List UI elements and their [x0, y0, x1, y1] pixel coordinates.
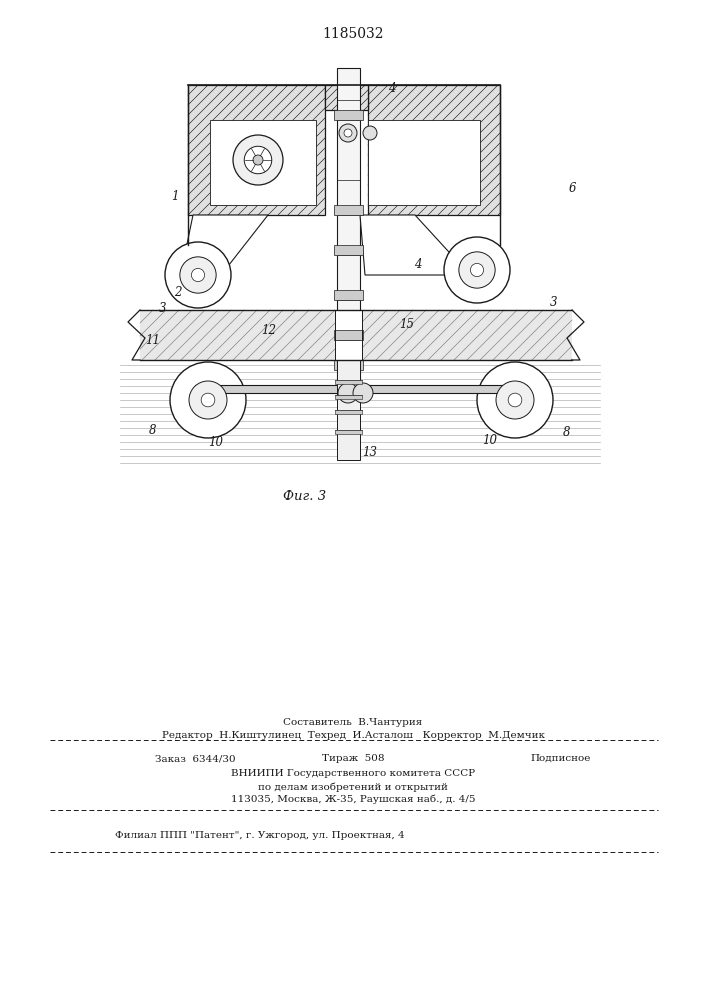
Text: ВНИИПИ Государственного комитета СССР: ВНИИПИ Государственного комитета СССР [231, 769, 475, 778]
Text: 13: 13 [363, 446, 378, 458]
Circle shape [192, 268, 204, 282]
Circle shape [170, 362, 246, 438]
Text: 4: 4 [414, 258, 422, 271]
Circle shape [353, 383, 373, 403]
Bar [337, 68, 360, 400]
Text: 8: 8 [563, 426, 571, 438]
Circle shape [508, 393, 522, 407]
Circle shape [459, 252, 495, 288]
Circle shape [244, 146, 271, 174]
Polygon shape [188, 85, 325, 215]
Circle shape [180, 257, 216, 293]
Bar [368, 120, 480, 205]
Text: Тираж  508: Тираж 508 [322, 754, 384, 763]
Circle shape [338, 383, 358, 403]
Bar [337, 360, 360, 460]
Polygon shape [368, 85, 500, 215]
Circle shape [253, 155, 263, 165]
Bar [334, 110, 363, 120]
Text: 6: 6 [568, 182, 575, 194]
Text: 4: 4 [388, 82, 396, 95]
Text: 3: 3 [159, 302, 167, 316]
Text: 10: 10 [482, 434, 498, 448]
Circle shape [339, 124, 357, 142]
Bar [335, 395, 362, 399]
Text: 12: 12 [262, 324, 276, 336]
Polygon shape [325, 85, 368, 110]
Bar [210, 120, 316, 205]
Polygon shape [360, 215, 470, 275]
Polygon shape [180, 215, 268, 278]
Bar [335, 310, 362, 360]
Text: Заказ  6344/30: Заказ 6344/30 [155, 754, 235, 763]
Circle shape [165, 242, 231, 308]
Circle shape [470, 263, 484, 277]
Bar [334, 330, 363, 340]
Bar [334, 360, 363, 370]
Circle shape [233, 135, 283, 185]
Circle shape [444, 237, 510, 303]
Text: 10: 10 [209, 436, 223, 450]
Circle shape [344, 129, 352, 137]
Bar [335, 430, 362, 434]
Text: 11: 11 [146, 334, 160, 347]
Circle shape [201, 393, 215, 407]
Text: Редактор  Н.Киштулинец  Техред  И.Асталош   Корректор  М.Демчик: Редактор Н.Киштулинец Техред И.Асталош К… [161, 731, 544, 740]
Bar [140, 310, 572, 360]
Circle shape [477, 362, 553, 438]
Circle shape [189, 381, 227, 419]
Bar [334, 245, 363, 255]
Text: 8: 8 [149, 424, 157, 436]
Bar [334, 205, 363, 215]
Text: по делам изобретений и открытий: по делам изобретений и открытий [258, 782, 448, 792]
Text: Составитель  В.Чантурия: Составитель В.Чантурия [284, 718, 423, 727]
Text: 113035, Москва, Ж-35, Раушская наб., д. 4/5: 113035, Москва, Ж-35, Раушская наб., д. … [230, 795, 475, 804]
Bar [334, 290, 363, 300]
Text: Филиал ППП "Патент", г. Ужгород, ул. Проектная, 4: Филиал ППП "Патент", г. Ужгород, ул. Про… [115, 831, 404, 840]
Text: Фиг. 3: Фиг. 3 [284, 490, 327, 503]
Text: 2: 2 [174, 286, 182, 300]
Text: Подписное: Подписное [530, 754, 590, 763]
Bar [195, 385, 527, 393]
Text: 3: 3 [550, 296, 558, 310]
Bar [335, 410, 362, 414]
Text: 1185032: 1185032 [322, 27, 384, 41]
Circle shape [496, 381, 534, 419]
Text: 1: 1 [171, 190, 179, 204]
Bar [335, 380, 362, 384]
Circle shape [363, 126, 377, 140]
Text: 15: 15 [399, 318, 414, 332]
